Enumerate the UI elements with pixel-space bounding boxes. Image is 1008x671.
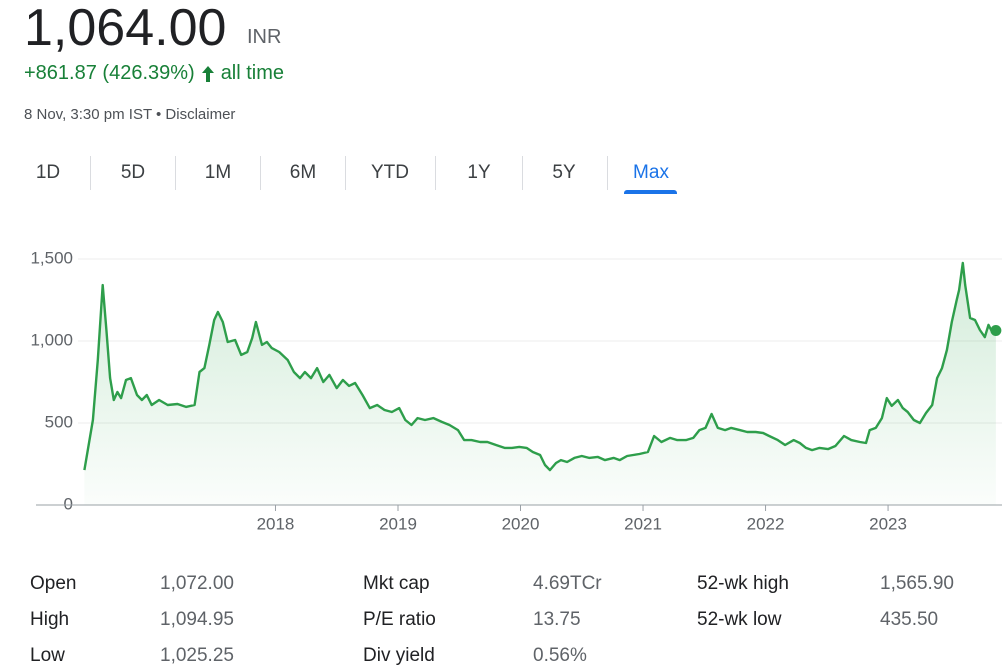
stat-label: 52-wk high <box>697 573 789 594</box>
stat-label: Mkt cap <box>363 573 430 594</box>
range-tab[interactable]: 6M <box>289 162 317 183</box>
x-tick-label: 2021 <box>624 514 662 533</box>
x-tick-label: 2023 <box>869 514 907 533</box>
range-tab[interactable]: 1D <box>35 162 61 183</box>
stat-label: Low <box>30 645 65 666</box>
tab-separator <box>345 156 346 190</box>
range-tab[interactable]: Max <box>633 162 669 183</box>
stat-label: Open <box>30 573 77 594</box>
y-tick-label: 1,500 <box>30 248 73 267</box>
x-tick-label: 2022 <box>747 514 785 533</box>
x-tick-label: 2019 <box>379 514 417 533</box>
range-tab[interactable]: 5D <box>120 162 146 183</box>
stat-value: 13.75 <box>533 609 581 630</box>
price: 1,064.00 <box>24 0 227 57</box>
timestamp: 8 Nov, 3:30 pm IST • Disclaimer <box>24 106 236 123</box>
active-indicator <box>624 190 677 194</box>
range-tab[interactable]: 1Y <box>467 162 491 183</box>
tab-separator <box>435 156 436 190</box>
tab-separator <box>522 156 523 190</box>
last-point <box>990 325 1002 337</box>
y-tick-label: 0 <box>64 494 73 513</box>
period: all time <box>220 62 285 84</box>
change: +861.87 (426.39%) <box>24 62 195 84</box>
x-tick-label: 2020 <box>502 514 540 533</box>
range-tab[interactable]: 1M <box>204 162 232 183</box>
up-arrow <box>201 65 214 82</box>
tab-separator <box>260 156 261 190</box>
stat-label: High <box>30 609 70 630</box>
stat-value: 1,094.95 <box>160 609 234 630</box>
stat-value: 1,025.25 <box>160 645 234 666</box>
x-tick-label: 2018 <box>257 514 295 533</box>
tab-separator <box>607 156 608 190</box>
stat-value: 1,565.90 <box>880 573 954 594</box>
range-tab[interactable]: YTD <box>371 162 409 183</box>
price-line <box>83 261 997 472</box>
currency: INR <box>247 26 282 48</box>
y-tick-label: 1,000 <box>30 330 73 349</box>
y-tick-label: 500 <box>45 412 73 431</box>
stat-value: 1,072.00 <box>160 573 234 594</box>
stat-value: 4.69TCr <box>533 573 602 594</box>
stat-label: 52-wk low <box>697 609 782 630</box>
range-tab[interactable]: 5Y <box>552 162 576 183</box>
stat-label: P/E ratio <box>363 609 436 630</box>
chart: 0 500 1,000 1,500 2018 2019 2020 2021 2022 2023 <box>30 248 1002 533</box>
area-fill <box>84 262 996 505</box>
stat-value: 435.50 <box>880 609 939 630</box>
change-row: +861.87 (426.39%) all time <box>24 62 284 85</box>
stat-label: Div yield <box>363 645 435 666</box>
tab-separator <box>90 156 91 190</box>
stat-value: 0.56% <box>533 645 587 666</box>
tab-separator <box>175 156 176 190</box>
